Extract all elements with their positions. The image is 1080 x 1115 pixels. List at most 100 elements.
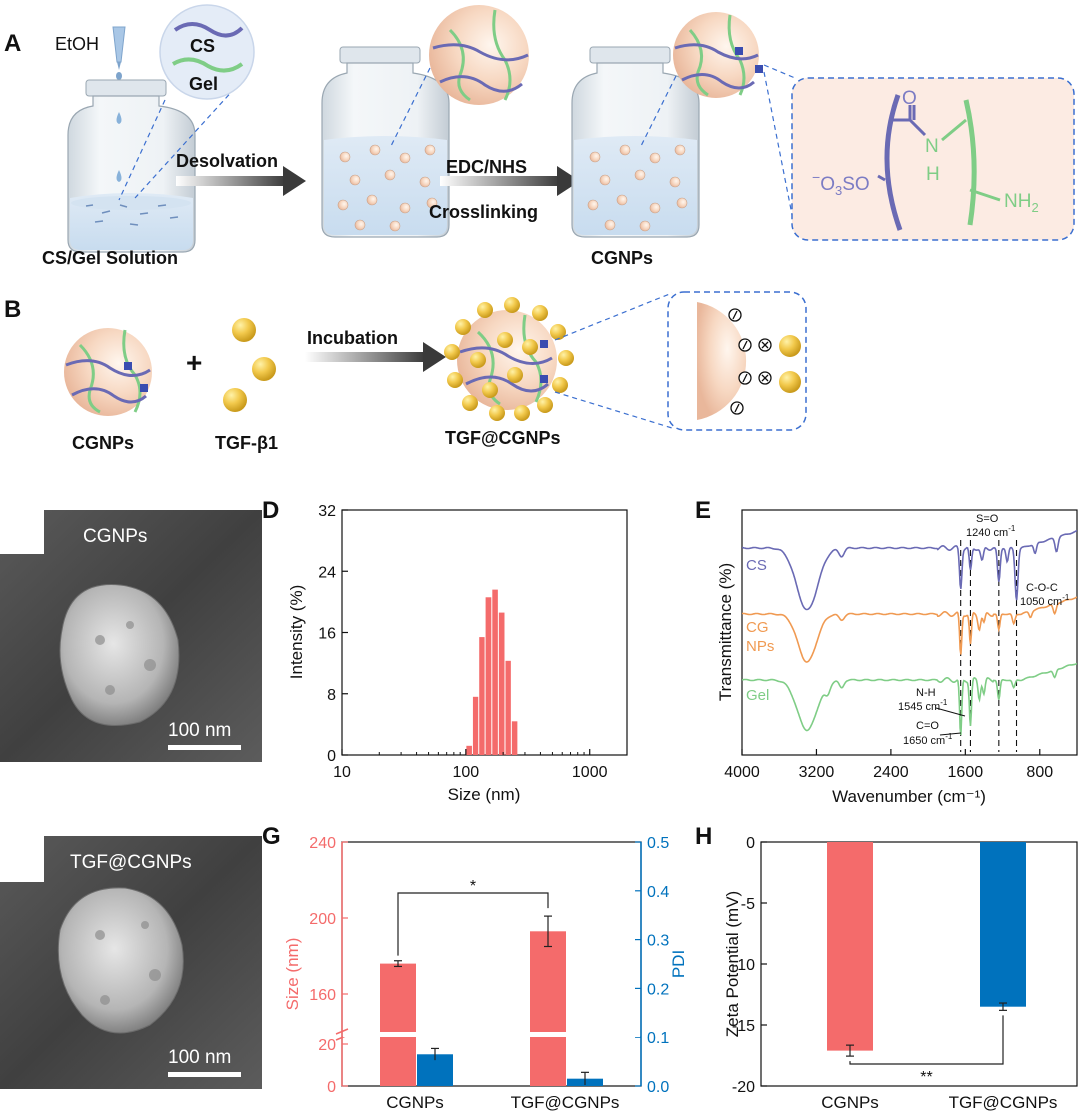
panel-label-a: A <box>4 30 21 57</box>
tgf-label: TGF-β1 <box>215 433 278 453</box>
chart-h-ytick-label: 0 <box>746 835 755 852</box>
chart-h-frame <box>760 841 1078 1087</box>
amine-label: NH2 <box>1004 191 1039 215</box>
amide-bond-box <box>791 77 1075 241</box>
tgf-particle-zoom <box>779 371 801 393</box>
chart-g-category-label: TGF@CGNPs <box>511 1093 620 1112</box>
series-label-cgnps-1: CG <box>746 619 769 636</box>
amide-structure: O N H NH2 −O3SO <box>812 88 1039 231</box>
cs-gel-solution-label: CS/Gel Solution <box>42 248 178 268</box>
desolvation-arrow <box>176 176 286 186</box>
annot-nh-wn: 1545 cm-1 <box>898 698 948 713</box>
chart-d-xlabel: Size (nm) <box>448 785 521 804</box>
annot-co-arrow <box>939 732 962 736</box>
panel-label-h: H <box>695 823 712 850</box>
panel-a-schematic: EtOH CS Gel Desolvation <box>42 4 1075 268</box>
chart-h-significance-bracket <box>849 1015 1004 1065</box>
annot-co-wn: 1650 cm-1 <box>903 732 953 747</box>
plus-sign: + <box>186 347 202 378</box>
chart-g-left-tick-label: 200 <box>309 911 336 928</box>
chart-e-xtick-label: 2400 <box>873 764 909 781</box>
amide-h: H <box>926 164 940 185</box>
sem-scale-text-c: 100 nm <box>168 720 231 741</box>
incubation-arrow <box>305 352 425 362</box>
chart-h-ytick-label: -20 <box>732 1079 755 1096</box>
series-label-cs: CS <box>746 557 767 574</box>
series-label-gel: Gel <box>746 687 769 704</box>
edc-nhs-label: EDC/NHS <box>446 157 527 177</box>
annot-coc: C-O-C <box>1026 582 1058 594</box>
chart-d-bar <box>498 612 505 755</box>
surface-arc <box>697 302 747 420</box>
chart-d-xtick-label: 1000 <box>572 764 608 781</box>
chart-g-ylabel-right: PDI <box>669 950 688 978</box>
chart-g-right-tick-label: 0.4 <box>647 884 669 901</box>
chart-g-left-tick-label: 0 <box>327 1079 336 1096</box>
panel-label-d: D <box>262 497 279 524</box>
chart-d-xtick-label: 100 <box>453 764 480 781</box>
etoh-label: EtOH <box>55 34 99 54</box>
chart-d-bar <box>492 589 498 755</box>
chart-g-size-bar <box>380 963 416 1086</box>
chart-d-bar <box>485 597 492 755</box>
chart-d-size-distribution: 10 100 1000 0 8 16 24 32 Size (nm) Intensity (… <box>287 503 628 804</box>
chart-d-ytick-label: 8 <box>327 687 336 704</box>
crosslinking-arrow <box>440 176 560 186</box>
chart-g-left-tick-label: 240 <box>309 835 336 852</box>
annot-co: C=O <box>916 720 939 732</box>
chart-e-series-gel <box>742 662 1077 735</box>
sem-particle <box>59 584 180 726</box>
chart-e-xtick-label: 3200 <box>799 764 835 781</box>
chart-g-size-pdi: 0 20 160 200 240 0.0 0.1 0.2 0.3 0.4 0.5 CGNPs TGF… <box>283 835 688 1112</box>
chart-h-ylabel: Zeta Potential (mV) <box>723 891 742 1037</box>
pipette-icon <box>112 26 126 80</box>
chart-h-ytick-label: -5 <box>741 896 755 913</box>
tgf-shell <box>444 297 574 421</box>
annot-nh: N-H <box>916 687 936 699</box>
chart-d-ylabel: Intensity (%) <box>287 585 306 679</box>
chart-h-category-label: TGF@CGNPs <box>949 1093 1058 1112</box>
chart-g-size-bar <box>530 931 566 1086</box>
chart-d-bar <box>479 637 485 755</box>
sem-image-tgf-cgnps: TGF@CGNPs 100 nm <box>0 836 262 1089</box>
chart-d-ytick-label: 32 <box>318 503 336 520</box>
annot-coc-wn: 1050 cm-1 <box>1020 593 1070 608</box>
chart-h-zeta: 0 -5 -10 -15 -20 CGNPs TGF@CGNPs ** Zeta Pote… <box>723 835 1078 1112</box>
cgnps-label-b: CGNPs <box>72 433 134 453</box>
chart-d-ytick-label: 0 <box>327 748 336 765</box>
chart-g-right-tick-label: 0.3 <box>647 933 669 950</box>
amide-n: N <box>925 136 939 157</box>
chart-d-ytick-label: 16 <box>318 626 336 643</box>
crosslinked-nanoparticle-zoom <box>673 12 759 98</box>
gel-label: Gel <box>189 74 218 94</box>
chart-e-series-cgnps <box>742 596 1077 663</box>
chart-h-bar <box>980 842 1026 1007</box>
chart-h-ytick-label: -15 <box>732 1018 755 1035</box>
chart-g-left-tick-label: 20 <box>318 1037 336 1054</box>
cs-gel-zoom-circle <box>159 4 255 100</box>
chart-d-ytick-label: 24 <box>318 564 336 581</box>
chart-h-ytick-label: -10 <box>732 957 755 974</box>
sem-title-tgf-cgnps: TGF@CGNPs <box>70 852 192 873</box>
tgf-particle <box>232 318 256 342</box>
chart-e-series-cs <box>742 529 1077 611</box>
series-label-cgnps-2: NPs <box>746 638 774 655</box>
chart-g-significance-mark: * <box>470 878 476 895</box>
chart-e-ylabel: Transmittance (%) <box>716 563 735 701</box>
annot-so-wn: 1240 cm-1 <box>966 524 1016 539</box>
chart-e-xlabel: Wavenumber (cm⁻¹) <box>832 787 986 806</box>
chart-e-frame <box>741 509 1078 756</box>
chart-e-xtick-label: 4000 <box>724 764 760 781</box>
jar-cgnps <box>571 46 700 238</box>
sem-particle <box>57 887 184 1034</box>
chart-g-category-label: CGNPs <box>386 1093 444 1112</box>
panel-label-b: B <box>4 296 21 323</box>
chart-d-xtick-label: 10 <box>333 764 351 781</box>
bar-break-gap <box>343 1032 640 1037</box>
tgf-particle <box>252 357 276 381</box>
chart-e-xtick-label: 1600 <box>948 764 984 781</box>
sem-image-cgnps: CGNPs 100 nm <box>0 510 262 762</box>
nanoparticle-zoom <box>429 5 529 105</box>
annot-nh-arrow <box>935 707 966 717</box>
panel-b-schematic: + Incubation <box>64 291 807 453</box>
